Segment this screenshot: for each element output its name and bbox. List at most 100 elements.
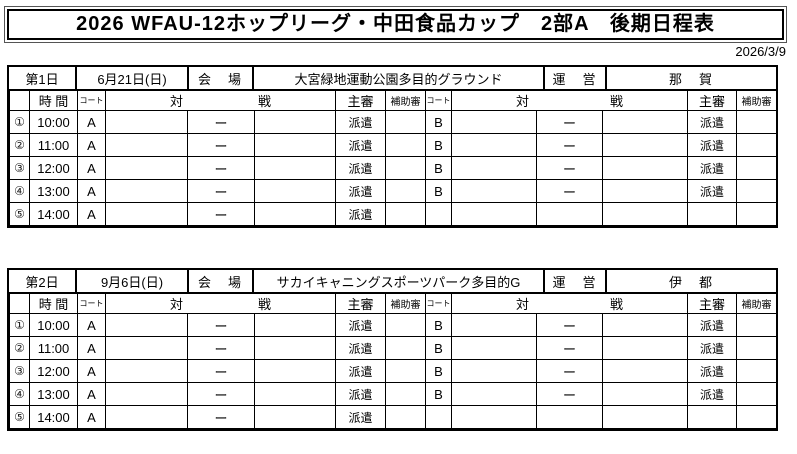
assistant-referee-cell (736, 382, 778, 406)
match-row: ⑤ 14:00 A ー 派遣 (9, 202, 778, 226)
vs-cell: ー (187, 133, 255, 157)
court-header: コート (77, 293, 106, 314)
team-cell (253, 179, 337, 203)
team-cell (602, 336, 689, 360)
team-cell (105, 336, 188, 360)
vs-cell: ー (536, 179, 604, 203)
court-header: コート (77, 90, 106, 111)
team-cell (602, 405, 689, 429)
match-header-right: 戦 (258, 94, 272, 109)
team-cell (451, 405, 538, 429)
referee-cell: 派遣 (335, 382, 387, 406)
match-header-right: 戦 (610, 297, 624, 312)
match-header-left: 対 (516, 297, 530, 312)
referee-header: 主審 (687, 90, 738, 111)
vs-cell: ー (536, 133, 604, 157)
referee-cell: 派遣 (687, 382, 738, 406)
team-cell (253, 336, 337, 360)
court-cell: B (425, 156, 453, 180)
match-header: 対 戦 (104, 293, 337, 314)
match-header: 対 戦 (104, 90, 337, 111)
referee-cell (687, 202, 738, 226)
court-header: コート (425, 90, 453, 111)
no-header (9, 90, 30, 111)
match-no: ⑤ (9, 405, 30, 429)
referee-cell (687, 405, 738, 429)
team-cell (451, 133, 538, 157)
team-cell (451, 202, 538, 226)
court-cell: B (425, 133, 453, 157)
assistant-referee-cell (385, 382, 427, 406)
team-cell (253, 382, 337, 406)
referee-cell: 派遣 (335, 156, 387, 180)
match-no: ① (9, 313, 30, 337)
vs-cell: ー (187, 313, 255, 337)
schedule-document: 2026 WFAU-12ホップリーグ・中田食品カップ 2部A 後期日程表 202… (0, 6, 797, 454)
court-cell: B (425, 179, 453, 203)
time-cell: 12:00 (29, 156, 78, 180)
vs-cell: ー (536, 110, 604, 134)
court-cell: B (425, 359, 453, 383)
match-row: ⑤ 14:00 A ー 派遣 (9, 405, 778, 429)
match-header: 対 戦 (451, 90, 689, 111)
column-header-row: 時 間 コート 対 戦 主審 補助審 コート 対 戦 主審 (9, 293, 778, 314)
match-no: ② (9, 133, 30, 157)
time-cell: 14:00 (29, 202, 78, 226)
assistant-referee-cell (736, 156, 778, 180)
referee-cell: 派遣 (687, 110, 738, 134)
team-cell (253, 133, 337, 157)
vs-cell: ー (187, 359, 255, 383)
team-cell (602, 156, 689, 180)
assistant-referee-cell (385, 202, 427, 226)
assistant-referee-cell (736, 359, 778, 383)
team-cell (105, 313, 188, 337)
match-no: ① (9, 110, 30, 134)
referee-cell: 派遣 (335, 313, 387, 337)
referee-cell: 派遣 (335, 202, 387, 226)
day-date: 9月6日(日) (77, 270, 189, 292)
team-cell (602, 359, 689, 383)
court-cell: A (77, 405, 106, 429)
column-header-row: 時 間 コート 対 戦 主審 補助審 コート 対 戦 主審 (9, 90, 778, 111)
team-cell (105, 133, 188, 157)
day-date: 6月21日(日) (77, 67, 189, 89)
vs-cell: ー (187, 202, 255, 226)
vs-cell (536, 202, 604, 226)
team-cell (602, 110, 689, 134)
match-no: ④ (9, 382, 30, 406)
assistant-referee-header: 補助審 (736, 293, 778, 314)
match-row: ② 11:00 A ー 派遣 B ー 派遣 (9, 336, 778, 360)
match-no: ⑤ (9, 202, 30, 226)
assistant-referee-cell (385, 133, 427, 157)
referee-header: 主審 (335, 90, 387, 111)
match-no: ④ (9, 179, 30, 203)
team-cell (105, 179, 188, 203)
assistant-referee-cell (385, 313, 427, 337)
match-row: ① 10:00 A ー 派遣 B ー 派遣 (9, 110, 778, 134)
court-cell (425, 202, 453, 226)
assistant-referee-cell (385, 336, 427, 360)
team-cell (105, 382, 188, 406)
assistant-referee-cell (736, 313, 778, 337)
team-cell (105, 359, 188, 383)
title-box: 2026 WFAU-12ホップリーグ・中田食品カップ 2部A 後期日程表 (4, 6, 787, 43)
team-cell (451, 110, 538, 134)
match-row: ① 10:00 A ー 派遣 B ー 派遣 (9, 313, 778, 337)
team-cell (451, 382, 538, 406)
vs-cell: ー (536, 336, 604, 360)
team-cell (105, 156, 188, 180)
referee-cell: 派遣 (687, 179, 738, 203)
referee-cell: 派遣 (687, 133, 738, 157)
referee-cell: 派遣 (335, 336, 387, 360)
team-cell (105, 202, 188, 226)
operation-name: 那 賀 (668, 71, 714, 87)
referee-cell: 派遣 (335, 405, 387, 429)
team-cell (253, 110, 337, 134)
vs-cell: ー (187, 156, 255, 180)
match-header-left: 対 (170, 94, 184, 109)
team-cell (602, 133, 689, 157)
match-grid: 時 間 コート 対 戦 主審 補助審 コート 対 戦 主審 (9, 90, 778, 226)
assistant-referee-cell (736, 179, 778, 203)
time-cell: 12:00 (29, 359, 78, 383)
assistant-referee-cell (385, 156, 427, 180)
